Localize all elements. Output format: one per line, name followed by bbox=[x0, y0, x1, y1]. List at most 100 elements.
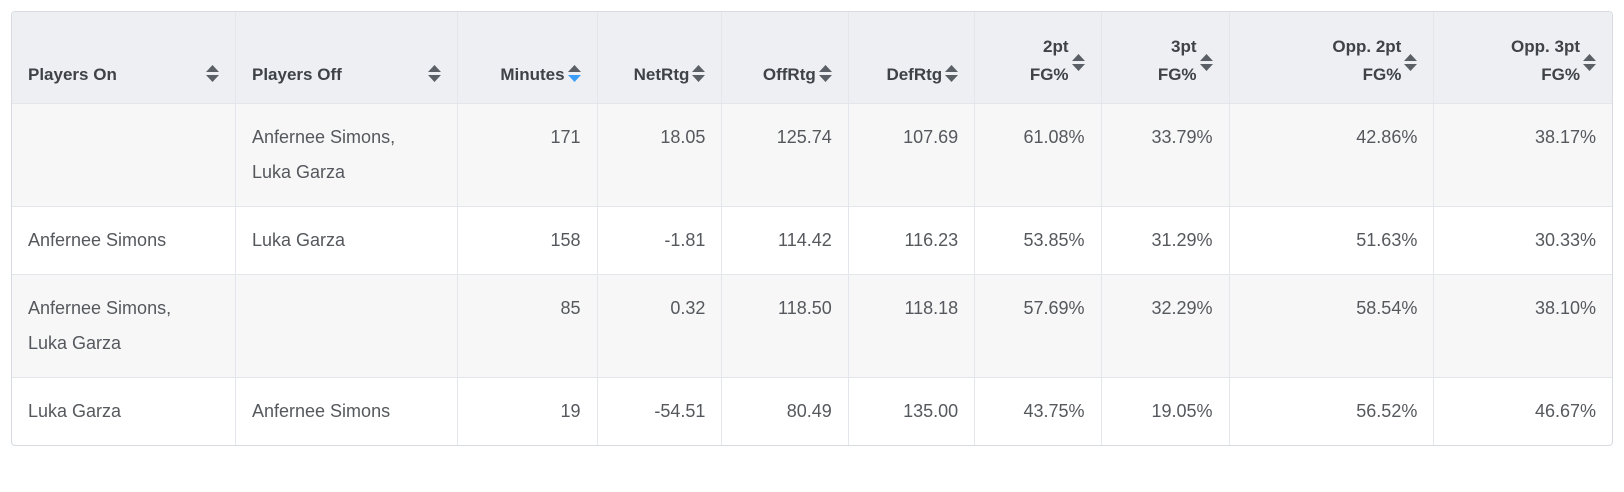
cell-offrtg: 118.50 bbox=[722, 275, 849, 378]
header-row: Players On Players Off Minutes NetRtg OffRtg… bbox=[12, 12, 1612, 104]
column-header-content: Opp. 3pt FG% bbox=[1450, 33, 1596, 89]
sort-icon bbox=[567, 65, 581, 82]
cell-defrtg: 135.00 bbox=[848, 378, 976, 445]
cell-fg3: 33.79% bbox=[1101, 104, 1230, 207]
table-body: Anfernee Simons, Luka Garza 171 18.05 125.7… bbox=[12, 104, 1612, 445]
sort-asc-arrow bbox=[945, 65, 959, 72]
cell-opp-fg2: 51.63% bbox=[1229, 207, 1435, 275]
cell-minutes: 85 bbox=[458, 275, 598, 378]
sort-icon bbox=[692, 65, 706, 82]
column-label-minutes: Minutes bbox=[500, 65, 565, 84]
sort-icon bbox=[1199, 54, 1213, 71]
column-header-offrtg[interactable]: OffRtg bbox=[722, 12, 849, 104]
cell-opp-fg3: 30.33% bbox=[1434, 207, 1612, 275]
cell-offrtg: 80.49 bbox=[722, 378, 849, 445]
column-header-players-on[interactable]: Players On bbox=[12, 12, 236, 104]
cell-players-on bbox=[12, 104, 236, 207]
column-header-fg3[interactable]: 3pt FG% bbox=[1101, 12, 1230, 104]
sort-icon bbox=[945, 65, 959, 82]
sort-asc-arrow bbox=[428, 65, 442, 72]
column-header-content: 2pt FG% bbox=[991, 33, 1085, 89]
sort-icon bbox=[818, 65, 832, 82]
column-label-defrtg: DefRtg bbox=[886, 65, 943, 84]
cell-opp-fg2: 42.86% bbox=[1229, 104, 1435, 207]
sort-desc-arrow bbox=[428, 75, 442, 82]
column-label-opp-fg2: Opp. 2pt FG% bbox=[1332, 37, 1402, 84]
sort-desc-arrow bbox=[1199, 64, 1213, 71]
sort-desc-arrow bbox=[567, 75, 581, 82]
sort-desc-arrow bbox=[692, 75, 706, 82]
column-header-content: Players On bbox=[28, 61, 219, 89]
cell-minutes: 158 bbox=[458, 207, 598, 275]
table-row: Anfernee Simons Luka Garza 158 -1.81 114.42 1… bbox=[12, 207, 1612, 275]
column-header-opp-fg3[interactable]: Opp. 3pt FG% bbox=[1434, 12, 1612, 104]
column-header-content: Minutes bbox=[474, 61, 581, 89]
cell-offrtg: 114.42 bbox=[722, 207, 849, 275]
cell-fg2: 43.75% bbox=[975, 378, 1102, 445]
column-header-minutes[interactable]: Minutes bbox=[458, 12, 598, 104]
cell-defrtg: 118.18 bbox=[848, 275, 976, 378]
cell-defrtg: 116.23 bbox=[848, 207, 976, 275]
sort-asc-arrow bbox=[206, 65, 219, 72]
cell-fg2: 53.85% bbox=[975, 207, 1102, 275]
sort-asc-arrow bbox=[1583, 54, 1596, 61]
cell-netrtg: 18.05 bbox=[597, 104, 723, 207]
cell-minutes: 171 bbox=[458, 104, 598, 207]
table-row: Anfernee Simons, Luka Garza 85 0.32 118.50 1… bbox=[12, 275, 1612, 378]
sort-desc-arrow bbox=[1583, 64, 1596, 71]
sort-asc-arrow bbox=[1404, 54, 1418, 61]
column-header-fg2[interactable]: 2pt FG% bbox=[975, 12, 1102, 104]
sort-asc-arrow bbox=[567, 65, 581, 72]
column-label-opp-fg3: Opp. 3pt FG% bbox=[1511, 37, 1580, 84]
cell-players-off bbox=[236, 275, 459, 378]
column-header-content: OffRtg bbox=[738, 61, 832, 89]
sort-desc-arrow bbox=[1404, 64, 1418, 71]
column-header-content: NetRtg bbox=[614, 61, 706, 89]
column-header-players-off[interactable]: Players Off bbox=[236, 12, 459, 104]
sort-icon bbox=[1583, 54, 1596, 71]
column-header-defrtg[interactable]: DefRtg bbox=[848, 12, 976, 104]
sort-asc-arrow bbox=[1199, 54, 1213, 61]
cell-opp-fg3: 46.67% bbox=[1434, 378, 1612, 445]
column-label-fg3: 3pt FG% bbox=[1157, 37, 1197, 84]
sort-desc-arrow bbox=[206, 75, 219, 82]
cell-fg3: 32.29% bbox=[1101, 275, 1230, 378]
cell-opp-fg3: 38.17% bbox=[1434, 104, 1612, 207]
sort-asc-arrow bbox=[818, 65, 832, 72]
column-header-opp-fg2[interactable]: Opp. 2pt FG% bbox=[1229, 12, 1435, 104]
cell-netrtg: -54.51 bbox=[597, 378, 723, 445]
cell-fg2: 61.08% bbox=[975, 104, 1102, 207]
sort-icon bbox=[428, 65, 442, 82]
column-header-content: 3pt FG% bbox=[1118, 33, 1213, 89]
cell-offrtg: 125.74 bbox=[722, 104, 849, 207]
lineup-stats-table: Players On Players Off Minutes NetRtg OffRtg… bbox=[11, 11, 1613, 446]
column-header-content: Players Off bbox=[252, 61, 442, 89]
column-header-netrtg[interactable]: NetRtg bbox=[597, 12, 723, 104]
sort-icon bbox=[1071, 54, 1085, 71]
table-header: Players On Players Off Minutes NetRtg OffRtg… bbox=[12, 12, 1612, 104]
table-row: Anfernee Simons, Luka Garza 171 18.05 125.7… bbox=[12, 104, 1612, 207]
sort-desc-arrow bbox=[818, 75, 832, 82]
cell-opp-fg2: 56.52% bbox=[1229, 378, 1435, 445]
cell-netrtg: 0.32 bbox=[597, 275, 723, 378]
cell-opp-fg2: 58.54% bbox=[1229, 275, 1435, 378]
table-row: Luka Garza Anfernee Simons 19 -54.51 80.49 13… bbox=[12, 378, 1612, 445]
cell-fg2: 57.69% bbox=[975, 275, 1102, 378]
column-header-content: DefRtg bbox=[865, 61, 959, 89]
cell-netrtg: -1.81 bbox=[597, 207, 723, 275]
cell-players-on: Anfernee Simons, Luka Garza bbox=[12, 275, 236, 378]
sort-icon bbox=[206, 65, 219, 82]
cell-players-on: Luka Garza bbox=[12, 378, 236, 445]
column-label-offrtg: OffRtg bbox=[762, 65, 816, 84]
cell-fg3: 19.05% bbox=[1101, 378, 1230, 445]
cell-players-off: Anfernee Simons bbox=[236, 378, 459, 445]
cell-players-on: Anfernee Simons bbox=[12, 207, 236, 275]
sort-desc-arrow bbox=[1071, 64, 1085, 71]
cell-opp-fg3: 38.10% bbox=[1434, 275, 1612, 378]
cell-defrtg: 107.69 bbox=[848, 104, 976, 207]
cell-players-off: Anfernee Simons, Luka Garza bbox=[236, 104, 459, 207]
column-label-players-on: Players On bbox=[28, 65, 117, 84]
sort-asc-arrow bbox=[1071, 54, 1085, 61]
sort-desc-arrow bbox=[945, 75, 959, 82]
